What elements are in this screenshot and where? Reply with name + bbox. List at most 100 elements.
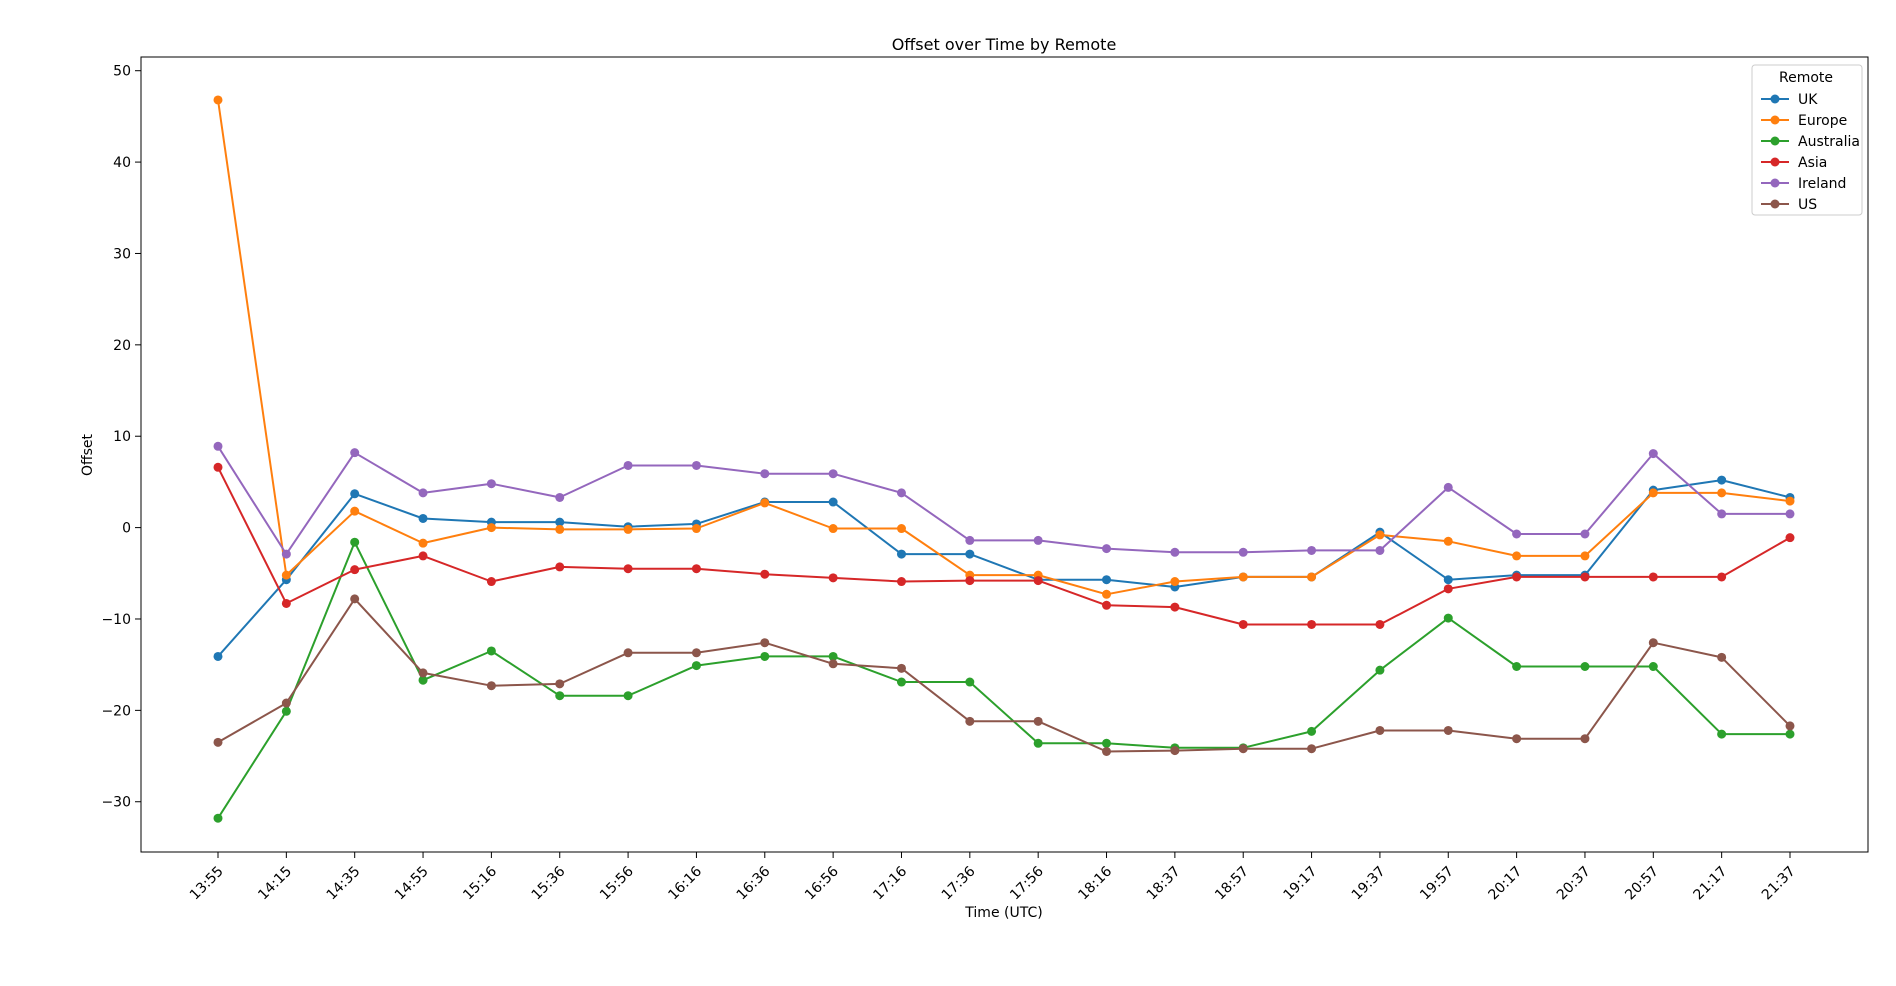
- data-point-us: [1375, 725, 1385, 735]
- data-point-europe: [828, 524, 838, 534]
- data-point-europe: [1307, 572, 1317, 582]
- data-point-us: [213, 737, 223, 747]
- data-point-australia: [418, 675, 428, 685]
- data-point-asia: [896, 577, 906, 587]
- data-point-ireland: [1580, 529, 1590, 539]
- data-point-ireland: [213, 441, 223, 451]
- data-point-us: [896, 663, 906, 673]
- data-point-ireland: [1512, 529, 1522, 539]
- data-point-europe: [281, 570, 291, 580]
- data-point-uk: [1717, 475, 1727, 485]
- data-point-europe: [896, 524, 906, 534]
- data-point-europe: [1580, 551, 1590, 561]
- chart-title: Offset over Time by Remote: [892, 35, 1117, 54]
- data-point-australia: [623, 691, 633, 701]
- data-point-uk: [896, 549, 906, 559]
- data-point-uk: [828, 497, 838, 507]
- legend-entry-ireland: Ireland: [1761, 176, 1846, 192]
- legend-swatch-marker: [1770, 94, 1780, 104]
- data-point-australia: [1648, 662, 1658, 671]
- data-point-ireland: [555, 492, 565, 502]
- data-point-us: [350, 594, 360, 604]
- data-point-ireland: [965, 535, 975, 545]
- data-point-europe: [760, 498, 770, 508]
- data-point-europe: [1648, 488, 1658, 498]
- data-point-asia: [418, 551, 428, 561]
- data-point-australia: [1580, 662, 1590, 671]
- data-point-us: [1033, 716, 1043, 726]
- data-point-us: [1102, 746, 1112, 756]
- data-point-australia: [555, 691, 565, 701]
- data-point-australia: [1512, 662, 1522, 671]
- data-point-ireland: [1033, 535, 1043, 545]
- data-point-ireland: [418, 488, 428, 498]
- legend-label: UK: [1798, 92, 1818, 108]
- data-point-asia: [350, 565, 360, 575]
- legend-box: [1751, 64, 1863, 216]
- data-point-asia: [213, 462, 223, 472]
- plot-area-frame: [140, 56, 1869, 853]
- data-point-asia: [623, 564, 633, 574]
- series-australia: [213, 537, 1795, 823]
- data-point-australia: [1307, 726, 1317, 736]
- data-point-uk: [1102, 575, 1112, 585]
- data-point-asia: [1102, 600, 1112, 610]
- data-point-us: [965, 716, 975, 726]
- data-point-ireland: [1307, 545, 1317, 555]
- data-point-asia: [1238, 619, 1248, 629]
- legend: Remote UK Europe Australia Asia Ireland US: [1751, 64, 1863, 216]
- legend-label: Asia: [1798, 155, 1827, 171]
- data-point-australia: [965, 677, 975, 687]
- data-point-us: [1238, 744, 1248, 754]
- legend-swatch-marker: [1770, 115, 1780, 125]
- data-point-asia: [1580, 572, 1590, 582]
- data-point-uk: [418, 513, 428, 523]
- series-line-ireland: [217, 445, 1790, 556]
- data-point-asia: [486, 577, 496, 587]
- data-point-europe: [1443, 536, 1453, 546]
- data-point-europe: [486, 523, 496, 533]
- series-europe: [213, 95, 1795, 599]
- data-point-us: [691, 648, 701, 658]
- data-point-ireland: [623, 460, 633, 470]
- data-point-ireland: [828, 469, 838, 479]
- series-ireland: [213, 441, 1795, 559]
- data-point-uk: [213, 651, 223, 661]
- data-point-australia: [1785, 729, 1795, 739]
- data-point-us: [760, 638, 770, 648]
- data-point-ireland: [691, 460, 701, 470]
- data-point-australia: [1102, 738, 1112, 748]
- data-point-europe: [1102, 589, 1112, 599]
- data-point-europe: [418, 538, 428, 548]
- data-point-uk: [555, 517, 565, 527]
- data-point-australia: [213, 813, 223, 823]
- data-point-australia: [1717, 729, 1727, 739]
- y-axis: −30 −20 −10 0 10 20 30 40 50: [101, 64, 141, 811]
- data-point-europe: [555, 524, 565, 534]
- data-point-ireland: [281, 549, 291, 559]
- data-point-ireland: [350, 448, 360, 458]
- legend-swatch-marker: [1770, 157, 1780, 167]
- series-line-asia: [217, 466, 1791, 626]
- series-us: [213, 594, 1795, 756]
- series-asia: [213, 462, 1795, 629]
- data-point-australia: [760, 651, 770, 661]
- data-point-us: [1648, 638, 1658, 648]
- data-point-asia: [1717, 572, 1727, 582]
- legend-label: Ireland: [1798, 176, 1846, 192]
- legend-swatch-marker: [1770, 199, 1780, 209]
- data-point-asia: [828, 573, 838, 583]
- data-point-australia: [281, 706, 291, 716]
- data-point-us: [555, 679, 565, 689]
- x-axis-label: Time (UTC): [964, 905, 1042, 921]
- data-point-asia: [691, 564, 701, 574]
- legend-entry-europe: Europe: [1761, 113, 1847, 129]
- y-tick-label: 0: [122, 521, 131, 537]
- y-tick-label: 20: [113, 338, 131, 354]
- data-point-ireland: [1170, 547, 1180, 557]
- data-point-europe: [1785, 496, 1795, 506]
- data-point-us: [1580, 734, 1590, 744]
- data-point-ireland: [1375, 545, 1385, 555]
